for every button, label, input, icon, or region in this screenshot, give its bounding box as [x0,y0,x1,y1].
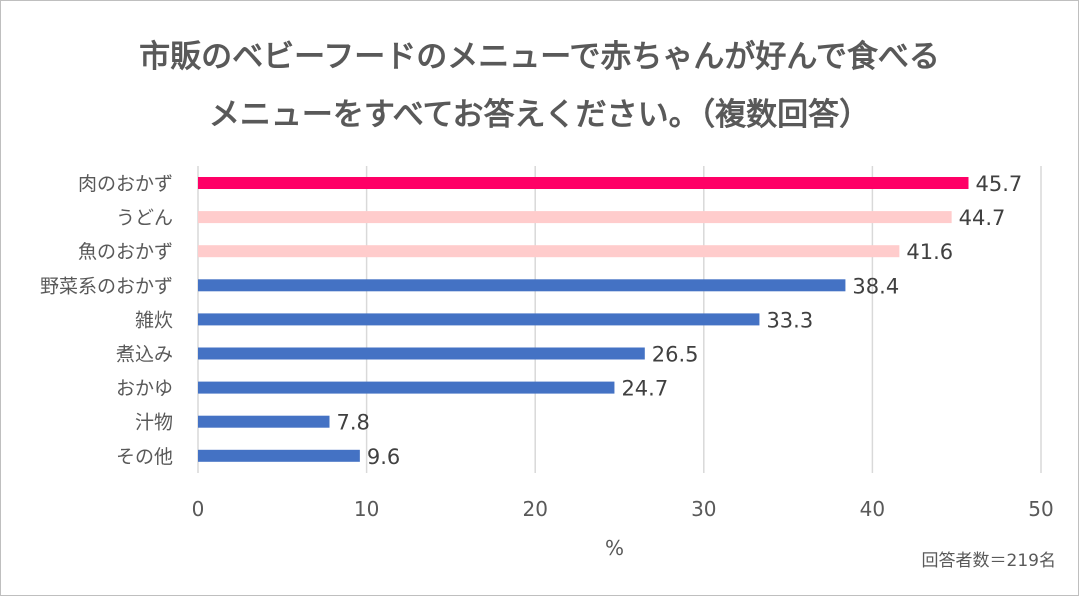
x-tick-label: 30 [691,497,716,521]
bar [198,347,645,360]
x-tick-label: 50 [1028,497,1053,521]
bar [198,381,615,394]
bar [198,177,969,189]
data-label: 44.7 [959,206,1006,230]
category-label: 汁物 [135,412,173,434]
category-label: 肉のおかず [78,173,173,195]
data-label: 26.5 [652,343,699,367]
bar [198,313,760,326]
x-tick-label: 40 [860,497,885,521]
bar [198,449,360,462]
x-tick-label: 0 [192,497,205,521]
bar [198,211,952,224]
category-label: 野菜系のおかず [40,275,173,297]
data-label: 9.6 [367,445,400,469]
data-label: 24.7 [621,377,668,401]
data-label: 7.8 [337,411,370,435]
category-label: 雑炊 [135,309,173,331]
category-label: 魚のおかず [78,241,173,263]
respondent-count-note: 回答者数＝219名 [921,551,1056,571]
category-label: おかゆ [116,378,173,400]
data-label: 38.4 [852,274,899,298]
data-label: 45.7 [976,172,1023,196]
data-label: 33.3 [766,308,813,332]
chart-title-line-1: 市販のベビーフードのメニューで赤ちゃんが好んで食べる [139,39,940,75]
category-label: その他 [116,446,173,468]
bar [198,245,900,258]
bar [198,415,330,428]
bar [198,279,846,292]
category-label: うどん [116,207,173,229]
x-axis-label: % [605,536,625,560]
chart-title-line-2: メニューをすべてお答えください。（複数回答） [208,97,871,133]
category-label: 煮込み [116,344,173,366]
x-tick-label: 20 [522,497,547,521]
x-tick-label: 10 [354,497,379,521]
data-label: 41.6 [906,240,953,264]
